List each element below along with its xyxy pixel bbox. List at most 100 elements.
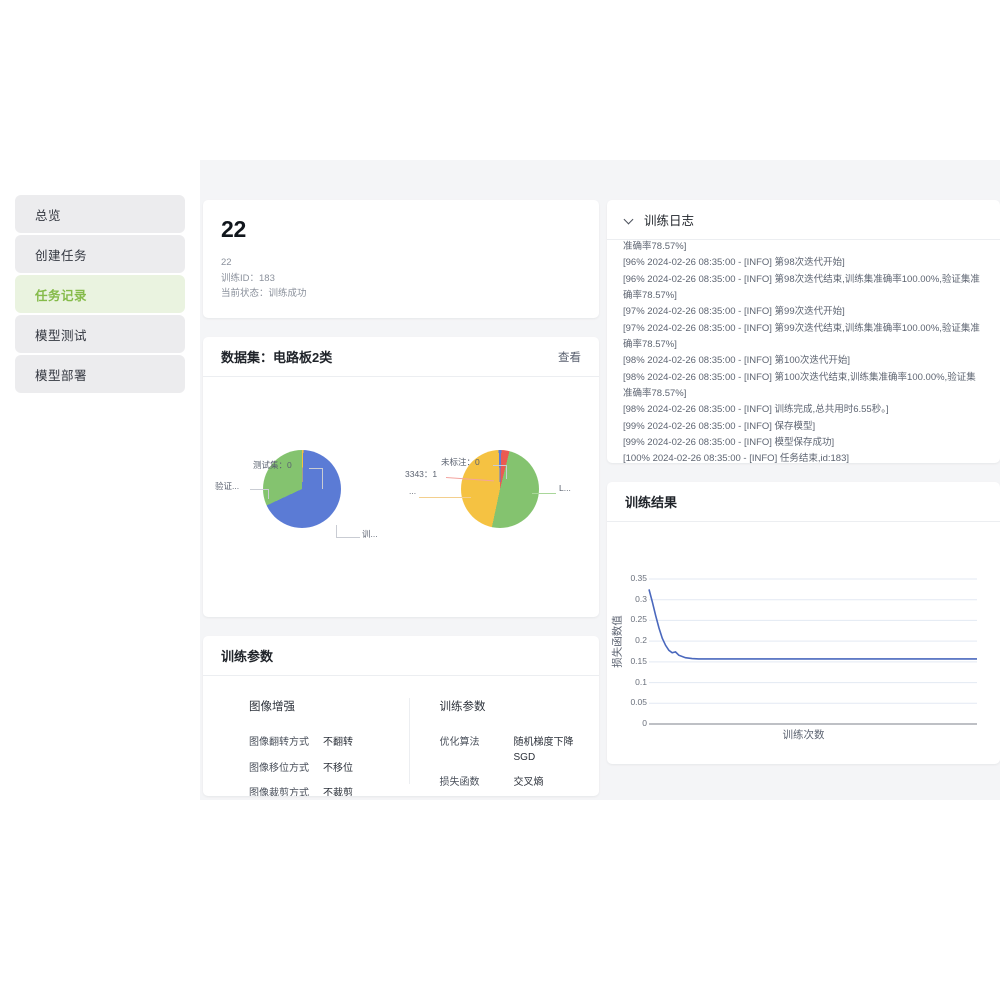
train-log-title: 训练日志 <box>644 214 695 228</box>
param-row: 图像移位方式 不移位 <box>249 762 409 777</box>
log-line: [99% 2024-02-26 08:35:00 - [INFO] 模型保存成功… <box>623 436 835 448</box>
param-key: 图像翻转方式 <box>249 737 309 749</box>
param-row: 图像裁剪方式 不裁剪 <box>249 787 409 796</box>
param-value: 不移位 <box>323 762 353 774</box>
sidebar-item-create-task[interactable]: 创建任务 <box>15 235 185 273</box>
param-group-title: 训练参数 <box>439 701 486 714</box>
sidebar-item-model-test[interactable]: 模型测试 <box>15 315 185 353</box>
log-line: [99% 2024-02-26 08:35:00 - [INFO] 保存模型] <box>623 420 816 432</box>
class-pie-label-unlabeled: 未标注：0 <box>441 457 480 468</box>
sidebar: 总览 创建任务 任务记录 模型测试 模型部署 <box>0 160 200 800</box>
chart-y-tick: 0 <box>642 718 647 728</box>
param-group-training: 训练参数 优化算法 随机梯度下降SGD 损失函数 交叉熵 <box>408 698 600 788</box>
param-value: 不裁剪 <box>323 788 353 797</box>
log-line: 准确率78.57%] <box>623 241 687 252</box>
param-value: 随机梯度下降SGD <box>513 737 574 763</box>
log-line: [98% 2024-02-26 08:35:00 - [INFO] 第100次迭… <box>623 371 976 399</box>
train-params-card: 训练参数 图像增强 图像翻转方式 不翻转 图像移位方式 不移位 图像裁剪方式 不 <box>203 636 599 797</box>
log-line: [98% 2024-02-26 08:35:00 - [INFO] 第100次迭… <box>623 355 851 367</box>
leader-line <box>493 465 507 467</box>
leader-line <box>336 537 360 539</box>
task-summary-meta: 22 训练ID：183 当前状态：训练成功 <box>221 255 581 302</box>
task-status: 当前状态：训练成功 <box>221 288 307 300</box>
leader-line <box>309 468 323 470</box>
dataset-title: 数据集：电路板2类 <box>221 350 333 366</box>
split-pie-slices <box>263 450 341 529</box>
split-pie-label-train: 训... <box>362 529 378 540</box>
train-log-header[interactable]: 训练日志 <box>607 200 1000 240</box>
sidebar-item-model-deploy[interactable]: 模型部署 <box>15 355 185 393</box>
leader-line <box>268 489 269 500</box>
param-value: 不翻转 <box>323 737 353 749</box>
param-key: 图像裁剪方式 <box>249 788 309 797</box>
log-line: [97% 2024-02-26 08:35:00 - [INFO] 第99次迭代… <box>623 322 980 350</box>
train-result-header: 训练结果 <box>607 482 1000 522</box>
chevron-down-icon[interactable] <box>625 215 635 225</box>
chart-gridlines <box>649 578 977 704</box>
task-name: 22 <box>221 257 232 268</box>
leader-line <box>506 465 507 480</box>
log-line: [100% 2024-02-26 08:35:00 - [INFO] 任务结束,… <box>623 453 850 463</box>
train-params-title: 训练参数 <box>221 649 274 665</box>
train-result-card: 训练结果 0.35 0.3 0.25 0.2 0.15 0.1 0.05 0 损失函数值 训练… <box>607 482 1000 764</box>
log-line: [96% 2024-02-26 08:35:00 - [INFO] 第98次迭代… <box>623 273 980 301</box>
param-row: 损失函数 交叉熵 <box>440 776 600 791</box>
param-group-title: 图像增强 <box>249 701 295 714</box>
chart-y-tick: 0.25 <box>630 614 647 625</box>
sidebar-item-overview[interactable]: 总览 <box>15 195 185 233</box>
train-result-title: 训练结果 <box>625 495 678 510</box>
param-row: 图像翻转方式 不翻转 <box>249 736 409 751</box>
dataset-card-header: 数据集：电路板2类 查看 <box>203 337 599 378</box>
sidebar-item-label: 模型测试 <box>35 328 88 343</box>
leader-line <box>532 493 556 495</box>
split-pie-label-test: 测试集：0 <box>253 460 292 471</box>
class-pie-label-L: L... <box>559 483 571 494</box>
page-title: 22 <box>221 216 246 242</box>
sidebar-item-task-records[interactable]: 任务记录 <box>15 275 185 313</box>
train-params-body: 图像增强 图像翻转方式 不翻转 图像移位方式 不移位 图像裁剪方式 不裁剪 <box>203 676 599 796</box>
split-pie-chart: 测试集：0 验证... 训... <box>203 377 401 617</box>
log-line: [97% 2024-02-26 08:35:00 - [INFO] 第99次迭代… <box>623 306 845 318</box>
chart-y-tick: 0.3 <box>635 593 647 604</box>
train-params-header: 训练参数 <box>203 636 599 677</box>
leader-line <box>336 525 337 539</box>
param-key: 优化算法 <box>439 737 480 749</box>
class-pie-slices <box>461 450 539 529</box>
class-pie-label-other: ... <box>409 486 417 497</box>
chart-y-tick: 0.1 <box>635 676 647 687</box>
middle-column: 22 22 训练ID：183 当前状态：训练成功 数据集：电路板2类 查看 测试… <box>203 200 599 800</box>
log-line: [96% 2024-02-26 08:35:00 - [INFO] 第98次迭代… <box>623 257 845 269</box>
task-summary-card: 22 22 训练ID：183 当前状态：训练成功 <box>203 200 599 319</box>
sidebar-item-label: 创建任务 <box>35 248 88 263</box>
leader-line <box>322 468 323 490</box>
sidebar-item-label: 模型部署 <box>35 368 88 383</box>
param-key: 损失函数 <box>439 777 480 789</box>
sidebar-item-label: 任务记录 <box>35 288 88 303</box>
train-id: 训练ID：183 <box>221 272 275 284</box>
app-root: 总览 创建任务 任务记录 模型测试 模型部署 22 22 训练ID：183 当前… <box>0 160 1000 800</box>
param-value: 交叉熵 <box>513 777 544 789</box>
train-log-body[interactable]: 准确率78.57%] [96% 2024-02-26 08:35:00 - [I… <box>607 240 1000 463</box>
train-result-body: 0.35 0.3 0.25 0.2 0.15 0.1 0.05 0 损失函数值 训练次数 <box>607 522 1000 764</box>
split-pie-label-val: 验证... <box>215 481 240 492</box>
param-key: 图像移位方式 <box>249 762 309 774</box>
dataset-view-link[interactable]: 查看 <box>558 351 581 364</box>
param-group-augmentation: 图像增强 图像翻转方式 不翻转 图像移位方式 不移位 图像裁剪方式 不裁剪 <box>203 698 409 796</box>
param-row: 优化算法 随机梯度下降SGD <box>440 736 600 765</box>
chart-y-axis-label: 损失函数值 <box>611 615 624 668</box>
loss-series-line <box>648 589 977 660</box>
train-log-card: 训练日志 准确率78.57%] [96% 2024-02-26 08:35:00… <box>607 200 1000 463</box>
dataset-pie-charts: 测试集：0 验证... 训... 未标注：0 3343：1 <box>203 377 599 617</box>
loss-line-chart <box>648 578 977 725</box>
sidebar-item-label: 总览 <box>35 208 62 223</box>
leader-line <box>250 489 269 491</box>
chart-y-tick: 0.35 <box>630 573 647 583</box>
class-pie-label-3343: 3343：1 <box>405 469 438 480</box>
chart-y-tick: 0.05 <box>630 697 647 708</box>
chart-y-tick: 0.2 <box>635 635 647 646</box>
task-summary-body: 22 22 训练ID：183 当前状态：训练成功 <box>203 200 599 318</box>
dataset-card: 数据集：电路板2类 查看 测试集：0 验证... 训... <box>203 337 599 618</box>
chart-y-tick: 0.15 <box>630 655 647 666</box>
leader-line <box>419 497 471 499</box>
chart-x-axis-label: 训练次数 <box>782 729 825 741</box>
